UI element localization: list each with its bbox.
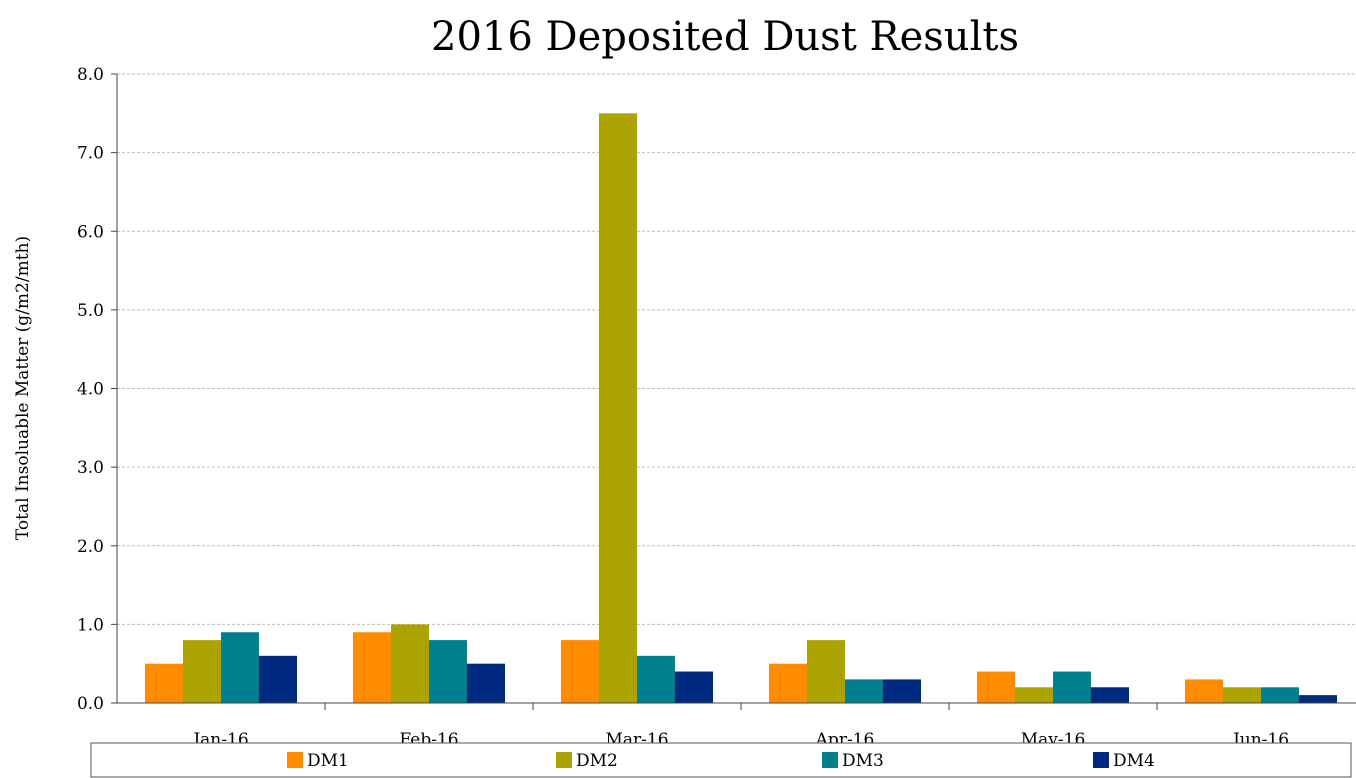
y-tick-label: 5.0	[77, 301, 104, 321]
bar-dm2-may-16	[1015, 687, 1053, 703]
bar-dm4-feb-16	[467, 663, 505, 703]
legend-label-dm2: DM2	[576, 751, 618, 771]
chart-title: 2016 Deposited Dust Results	[431, 14, 1019, 60]
bar-dm3-jan-16	[221, 632, 259, 703]
legend-box	[90, 742, 1352, 778]
bar-dm4-jun-16	[1299, 695, 1337, 703]
bar-dm2-feb-16	[391, 624, 429, 703]
y-axis-label: Total Insoluable Matter (g/m2/mth)	[13, 236, 33, 540]
bar-dm2-jan-16	[183, 640, 221, 703]
bar-dm3-may-16	[1053, 671, 1091, 703]
bar-dm3-mar-16	[637, 655, 675, 703]
bar-dm4-may-16	[1091, 687, 1129, 703]
bar-dm3-feb-16	[429, 640, 467, 703]
legend-swatch-dm1	[287, 752, 303, 768]
legend-label-dm4: DM4	[1113, 751, 1155, 771]
legend: DM1 DM2 DM3 DM4	[90, 742, 1352, 778]
bar-dm1-mar-16	[561, 640, 599, 703]
bar-dm1-feb-16	[353, 632, 391, 703]
bar-dm1-jun-16	[1185, 679, 1223, 703]
y-tick-label: 6.0	[77, 222, 104, 242]
legend-label-dm3: DM3	[842, 751, 884, 771]
y-tick-label: 7.0	[77, 144, 104, 164]
legend-swatch-dm3	[822, 752, 838, 768]
bar-dm3-jun-16	[1261, 687, 1299, 703]
y-tick-label: 0.0	[77, 694, 104, 714]
bar-dm3-apr-16	[845, 679, 883, 703]
legend-swatch-dm2	[556, 752, 572, 768]
y-tick-label: 8.0	[77, 65, 104, 85]
bar-dm4-jan-16	[259, 655, 297, 703]
bars	[145, 113, 1337, 703]
bar-dm2-mar-16	[599, 113, 637, 703]
bar-dm1-jan-16	[145, 663, 183, 703]
bar-dm2-apr-16	[807, 640, 845, 703]
y-tick-label: 4.0	[77, 380, 104, 400]
bar-dm4-mar-16	[675, 671, 713, 703]
bar-dm1-apr-16	[769, 663, 807, 703]
y-tick-label: 2.0	[77, 537, 104, 557]
legend-swatch-dm4	[1093, 752, 1109, 768]
bar-dm2-jun-16	[1223, 687, 1261, 703]
y-tick-label: 3.0	[77, 458, 104, 478]
y-tick-label: 1.0	[77, 615, 104, 635]
bar-dm4-apr-16	[883, 679, 921, 703]
bar-dm1-may-16	[977, 671, 1015, 703]
legend-label-dm1: DM1	[307, 751, 349, 771]
gridlines	[117, 73, 1356, 625]
